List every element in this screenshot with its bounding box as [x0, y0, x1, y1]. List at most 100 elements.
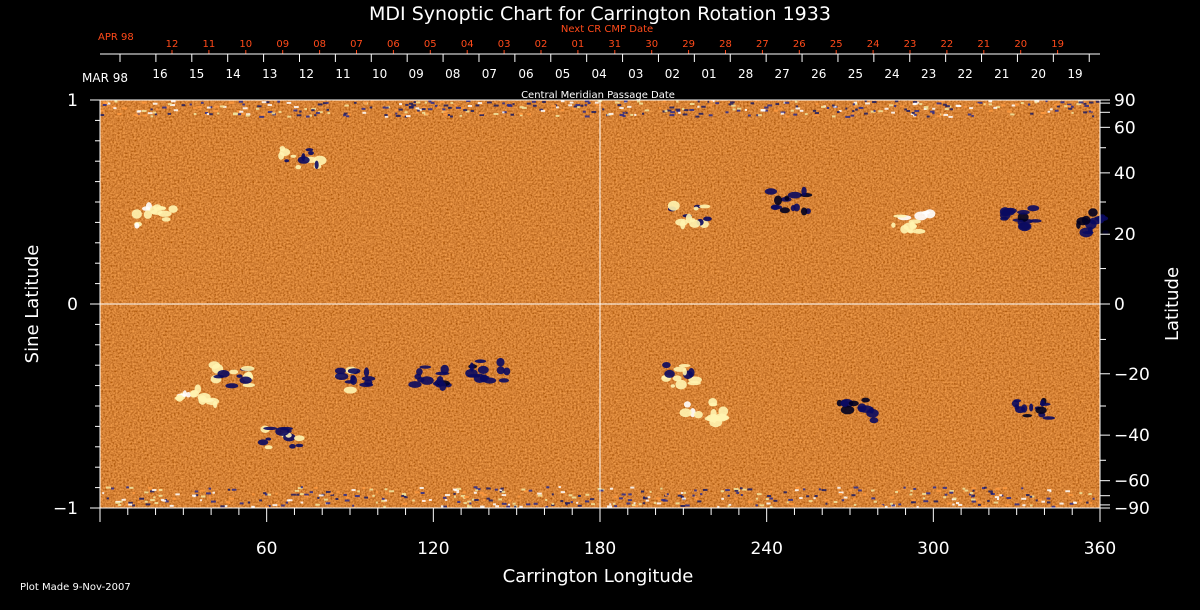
polar-noise-speck: [780, 112, 784, 115]
top-date-label: 15: [189, 67, 204, 81]
polar-noise-speck: [518, 112, 523, 115]
polar-noise-speck: [369, 488, 373, 491]
top-date-label: 16: [152, 67, 167, 81]
polar-noise-speck: [1021, 487, 1024, 490]
polar-noise-speck: [878, 110, 883, 113]
polar-noise-speck: [843, 496, 848, 499]
polar-noise-speck: [441, 109, 444, 112]
active-region: [334, 366, 376, 394]
polar-noise-speck: [682, 113, 688, 116]
polar-noise-speck: [568, 104, 573, 107]
polar-noise-speck: [630, 486, 635, 489]
polar-noise-speck: [325, 502, 331, 505]
polar-noise-speck: [793, 113, 798, 116]
polar-noise-speck: [293, 106, 299, 109]
polar-noise-speck: [209, 106, 213, 109]
top-date-label: 20: [1031, 67, 1046, 81]
next-date-label: 27: [756, 39, 769, 50]
polar-noise-speck: [912, 101, 918, 104]
top-date-label: 13: [262, 67, 277, 81]
polar-noise-speck: [551, 108, 555, 111]
polar-noise-speck: [361, 107, 366, 110]
region-blob: [436, 375, 444, 385]
polar-noise-speck: [523, 490, 528, 493]
polar-noise-speck: [212, 491, 215, 494]
next-date-label: 03: [498, 39, 511, 50]
y-axis-right-label: Latitude: [1162, 267, 1183, 341]
polar-noise-speck: [354, 495, 360, 498]
polar-noise-speck: [1002, 487, 1008, 490]
polar-noise-speck: [845, 115, 851, 118]
polar-noise-speck: [501, 494, 507, 497]
y-left-tick-label: −1: [53, 499, 78, 519]
polar-noise-speck: [173, 497, 176, 500]
region-blob: [848, 400, 859, 407]
polar-noise-speck: [402, 502, 408, 505]
polar-noise-speck: [938, 100, 944, 103]
polar-noise-speck: [1073, 501, 1076, 504]
polar-noise-speck: [463, 502, 467, 505]
polar-noise-speck: [325, 490, 331, 493]
next-date-label: 24: [867, 39, 880, 50]
active-regions: [131, 145, 1109, 450]
polar-noise-speck: [831, 115, 836, 118]
polar-noise-speck: [113, 107, 117, 110]
polar-noise-speck: [608, 112, 614, 115]
polar-noise-bands: [100, 100, 1100, 508]
polar-noise-speck: [449, 115, 453, 118]
polar-noise-speck: [443, 505, 447, 508]
polar-noise-speck: [383, 505, 386, 508]
polar-noise-speck: [220, 505, 226, 508]
polar-noise-speck: [545, 505, 549, 508]
polar-noise-speck: [948, 115, 953, 118]
polar-noise-speck: [247, 501, 251, 504]
polar-noise-speck: [508, 499, 512, 502]
polar-noise-speck: [919, 103, 923, 106]
top-date-label: 11: [335, 67, 350, 81]
polar-noise-speck: [150, 115, 154, 118]
top-date-label: 09: [409, 67, 424, 81]
polar-noise-speck: [1086, 501, 1089, 504]
polar-noise-speck: [452, 488, 457, 491]
polar-noise-speck: [759, 504, 765, 507]
polar-noise-speck: [493, 503, 496, 506]
region-blob: [1001, 208, 1016, 216]
polar-noise-speck: [382, 106, 386, 109]
polar-noise-speck: [812, 109, 817, 112]
region-blob: [263, 426, 278, 431]
polar-noise-speck: [977, 503, 981, 506]
polar-noise-speck: [1011, 104, 1016, 107]
polar-noise-speck: [224, 505, 228, 508]
polar-noise-speck: [824, 499, 830, 502]
polar-noise-speck: [430, 101, 435, 104]
polar-noise-speck: [932, 107, 936, 110]
polar-noise-speck: [482, 493, 487, 496]
region-blob: [793, 203, 800, 212]
polar-noise-speck: [864, 100, 867, 103]
polar-noise-speck: [942, 486, 947, 489]
polar-noise-speck: [685, 504, 690, 507]
polar-noise-speck: [428, 108, 433, 111]
polar-noise-speck: [689, 102, 695, 105]
polar-noise-speck: [964, 105, 968, 108]
polar-noise-speck: [381, 497, 385, 500]
region-blob: [185, 391, 192, 398]
region-blob: [1088, 208, 1098, 217]
polar-noise-speck: [728, 503, 732, 506]
polar-noise-speck: [537, 492, 542, 495]
polar-noise-speck: [584, 100, 590, 103]
region-blob: [131, 209, 142, 219]
region-blob: [175, 394, 184, 402]
polar-noise-speck: [799, 497, 803, 500]
x-axis-label: Carrington Longitude: [503, 566, 694, 587]
polar-noise-speck: [619, 497, 623, 500]
polar-noise-speck: [733, 487, 739, 490]
polar-noise-speck: [346, 115, 350, 118]
polar-noise-speck: [969, 492, 974, 495]
polar-noise-speck: [663, 100, 666, 103]
polar-noise-speck: [591, 503, 596, 506]
top-date-label: 03: [628, 67, 643, 81]
polar-noise-speck: [466, 100, 471, 103]
polar-noise-speck: [972, 489, 975, 492]
